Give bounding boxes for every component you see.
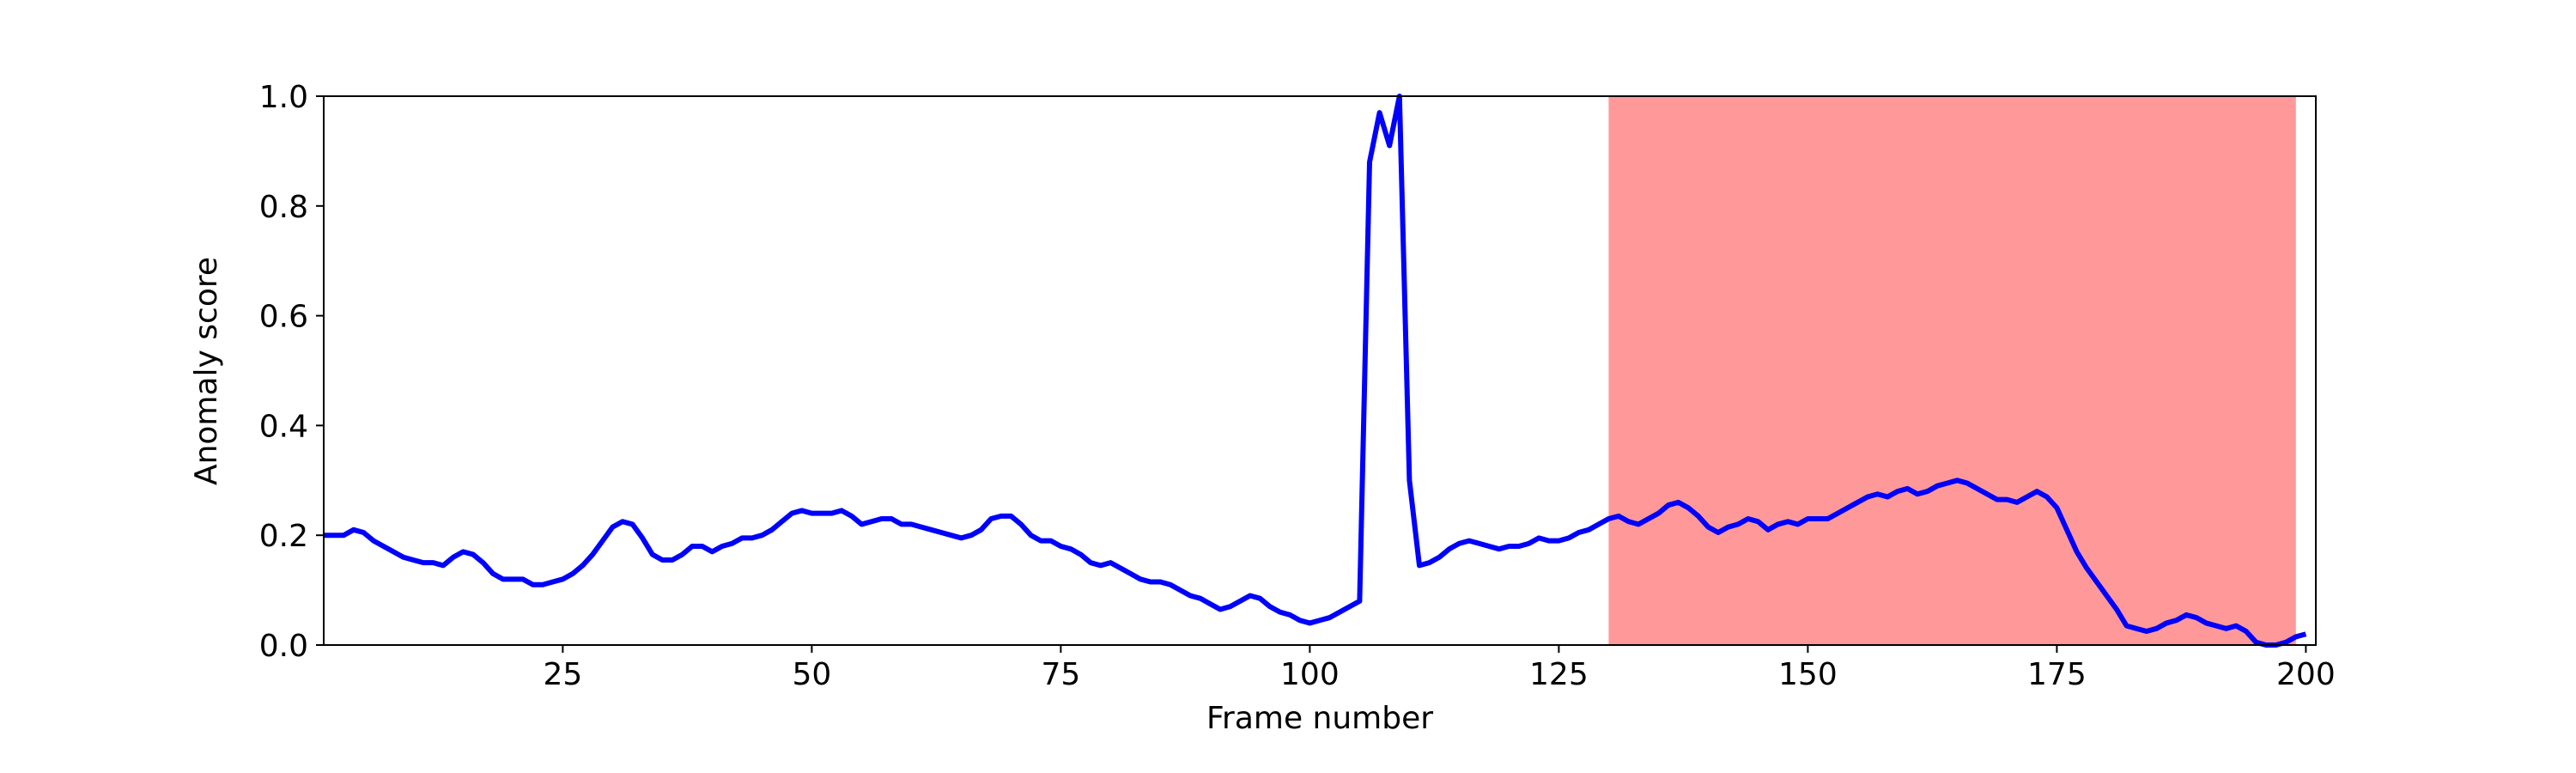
y-tick-label: 0.2 — [259, 519, 308, 554]
y-tick-label: 0.8 — [259, 190, 308, 225]
y-tick-label: 0.4 — [259, 409, 308, 444]
highlight-span — [1608, 96, 2296, 645]
x-tick-label: 175 — [2027, 657, 2087, 692]
y-tick-label: 0.0 — [259, 629, 308, 664]
x-tick-label: 75 — [1041, 657, 1080, 692]
y-tick-label: 0.6 — [259, 300, 308, 335]
x-tick-label: 200 — [2276, 657, 2336, 692]
x-tick-label: 100 — [1280, 657, 1340, 692]
x-tick-label: 150 — [1778, 657, 1838, 692]
x-axis-label: Frame number — [1206, 701, 1433, 736]
x-tick-label: 125 — [1529, 657, 1589, 692]
x-tick-label: 50 — [792, 657, 831, 692]
x-tick-label: 25 — [543, 657, 582, 692]
data-line — [324, 94, 2307, 648]
y-axis-label: Anomaly score — [189, 257, 224, 485]
plot-frame — [323, 95, 2317, 646]
y-tick-label: 1.0 — [259, 80, 308, 115]
